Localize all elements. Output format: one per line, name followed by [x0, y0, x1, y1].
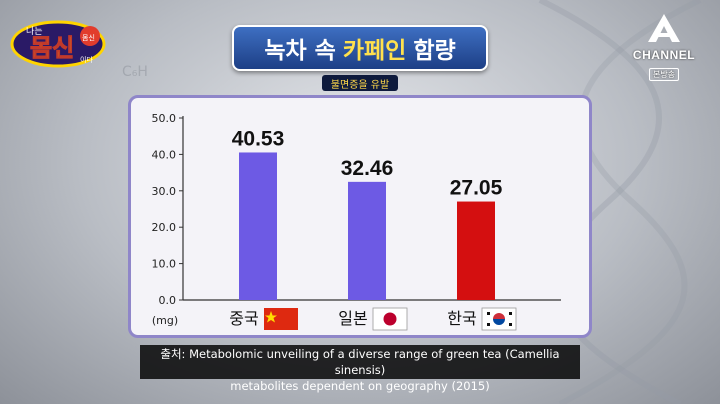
korea-flag-taeguk-bottom: [493, 319, 505, 325]
korea-flag-trigram: [487, 323, 490, 326]
korea-flag-trigram: [509, 312, 512, 315]
korea-flag-trigram: [509, 323, 512, 326]
bar-value-label: 40.53: [232, 127, 285, 150]
channel-name: CHANNEL: [632, 48, 696, 62]
program-logo-badge: 몸신: [82, 33, 95, 42]
source-caption-line2: metabolites dependent on geography (2015…: [230, 379, 490, 393]
x-category-label: 중국: [229, 309, 258, 328]
chart-panel: 0.0 10.0 20.0 30.0 40.0 50.0 (mg) 40.53 중국 32.46 일…: [128, 95, 592, 338]
y-unit-label: (mg): [152, 314, 178, 327]
y-tick-label: 0.0: [159, 294, 177, 307]
china-flag-icon: [264, 308, 298, 330]
program-logo-top-text: 나는: [26, 26, 43, 37]
japan-flag-sun: [383, 312, 397, 326]
y-tick-label: 50.0: [152, 112, 177, 125]
title-highlight: 카페인: [342, 38, 407, 64]
title-part1: 녹차 속: [264, 38, 336, 64]
channel-logo: CHANNEL 본방송: [628, 12, 700, 81]
bar-value-label: 32.46: [341, 157, 394, 180]
bar-value-label: 27.05: [450, 177, 503, 200]
korea-flag-taeguk-top: [493, 313, 505, 319]
china-flag-star: [265, 311, 277, 323]
dna-helix-decoration: [538, 0, 702, 404]
korea-flag-trigram: [487, 312, 490, 315]
chart-subtitle: 불면증을 유발: [322, 75, 398, 91]
y-tick-label: 40.0: [152, 148, 177, 161]
y-tick-label: 20.0: [152, 221, 177, 234]
channel-a-icon: [648, 14, 680, 42]
y-tick-label: 30.0: [152, 185, 177, 198]
channel-sub-badge: 본방송: [648, 68, 680, 81]
x-category-label: 한국: [447, 309, 476, 328]
source-caption-line1: 출처: Metabolomic unveiling of a diverse r…: [160, 347, 560, 377]
program-logo: 나는 몸신 몸신 이다: [10, 20, 106, 68]
bar-chart: 0.0 10.0 20.0 30.0 40.0 50.0 (mg) 40.53 중국 32.46 일…: [152, 112, 561, 331]
program-logo-main-text: 몸신: [30, 34, 74, 62]
bar-2: [348, 181, 386, 300]
y-tick-label: 10.0: [152, 258, 177, 271]
source-caption: 출처: Metabolomic unveiling of a diverse r…: [140, 345, 580, 393]
x-category-label: 일본: [338, 309, 367, 328]
title-part2: 함량: [413, 38, 456, 64]
bar-1: [239, 152, 277, 300]
chart-title: 녹차 속 카페인 함량: [232, 25, 488, 71]
background-formula: C₆H: [122, 64, 148, 80]
bar-3: [457, 201, 495, 300]
program-logo-side-text: 이다: [80, 55, 93, 64]
